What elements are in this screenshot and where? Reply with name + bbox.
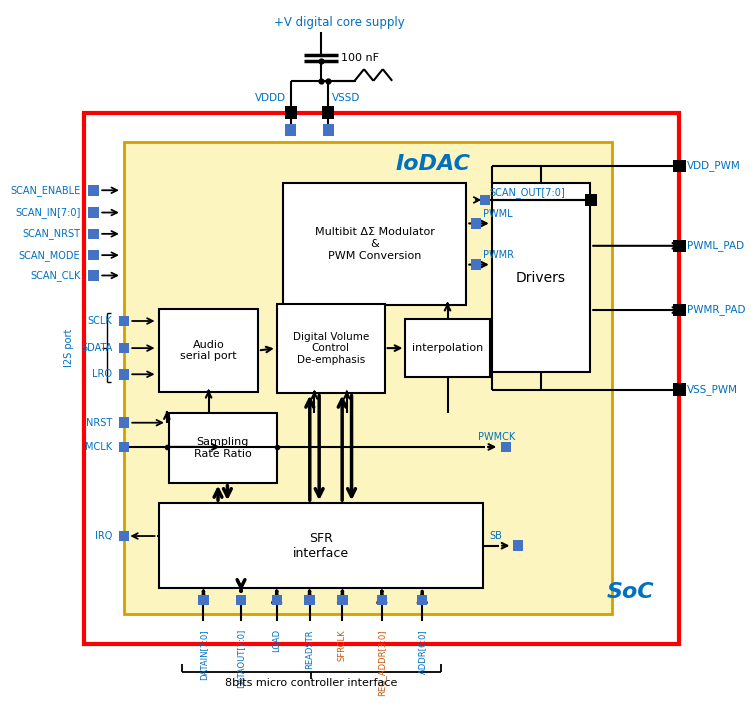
Text: IoDAC: IoDAC — [396, 154, 471, 174]
Bar — [236, 595, 246, 605]
Bar — [470, 218, 481, 229]
Text: MCLK: MCLK — [85, 442, 113, 452]
Text: SB: SB — [490, 531, 503, 541]
Bar — [674, 240, 686, 252]
Bar — [305, 595, 314, 605]
Bar — [284, 184, 466, 305]
Bar — [160, 503, 483, 588]
Bar — [337, 595, 348, 605]
Text: VSS_PWM: VSS_PWM — [687, 384, 738, 395]
Bar — [160, 309, 258, 391]
Text: VSSD: VSSD — [332, 94, 361, 104]
Text: PWMR: PWMR — [483, 250, 514, 260]
Bar — [198, 595, 209, 605]
Bar — [88, 185, 99, 196]
Text: interpolation: interpolation — [412, 343, 483, 353]
Text: 100 nF: 100 nF — [342, 52, 380, 62]
Bar — [84, 113, 680, 644]
Bar — [585, 194, 597, 206]
Bar — [124, 142, 612, 615]
Text: ADDR[6:0]: ADDR[6:0] — [418, 629, 426, 674]
Text: SCAN_IN[7:0]: SCAN_IN[7:0] — [15, 207, 80, 218]
Text: SCAN_MODE: SCAN_MODE — [19, 250, 80, 261]
Text: Digital Volume
Control
De-emphasis: Digital Volume Control De-emphasis — [293, 332, 369, 364]
Text: LRO: LRO — [92, 369, 113, 379]
Text: DATAIN[7:0]: DATAIN[7:0] — [199, 629, 208, 679]
Bar — [491, 184, 590, 372]
Text: PWML: PWML — [483, 208, 513, 219]
Text: SFRCLK: SFRCLK — [338, 629, 347, 661]
Text: SCAN_NRST: SCAN_NRST — [23, 228, 80, 240]
Bar — [119, 418, 129, 428]
Bar — [323, 124, 334, 136]
Text: LOAD: LOAD — [272, 629, 281, 652]
Bar — [674, 303, 686, 316]
Text: Sampling
Rate Ratio: Sampling Rate Ratio — [194, 437, 252, 459]
Text: DATAOUT[7:0]: DATAOUT[7:0] — [237, 629, 246, 688]
Bar — [277, 303, 385, 393]
Text: +V digital core supply: +V digital core supply — [274, 16, 405, 29]
Text: VDDD: VDDD — [255, 94, 286, 104]
Text: 8bits micro controller interface: 8bits micro controller interface — [225, 679, 398, 688]
Bar — [119, 531, 129, 542]
Bar — [513, 540, 523, 551]
Text: SFR
interface: SFR interface — [293, 532, 349, 559]
Text: SoC: SoC — [607, 582, 655, 602]
Text: SCAN_OUT[7:0]: SCAN_OUT[7:0] — [490, 186, 565, 198]
Bar — [119, 442, 129, 452]
Bar — [322, 106, 334, 119]
Bar — [119, 369, 129, 379]
Text: SCLK: SCLK — [88, 316, 113, 326]
Text: PWMCK: PWMCK — [478, 432, 515, 442]
Bar — [285, 124, 296, 136]
Text: I2S port: I2S port — [64, 328, 74, 367]
Bar — [470, 259, 481, 270]
Bar — [417, 595, 427, 605]
Text: PWML_PAD: PWML_PAD — [687, 240, 744, 251]
Text: SDATA: SDATA — [81, 343, 113, 353]
Bar — [88, 228, 99, 239]
Bar — [674, 160, 686, 172]
Bar — [119, 316, 129, 326]
Bar — [88, 207, 99, 218]
Text: READSTR: READSTR — [305, 629, 314, 669]
Bar — [119, 342, 129, 354]
Bar — [88, 250, 99, 260]
Bar — [271, 595, 282, 605]
Bar — [169, 413, 277, 483]
Bar — [285, 106, 297, 119]
Bar — [480, 194, 490, 206]
Bar — [376, 595, 387, 605]
Bar — [674, 384, 686, 396]
Bar — [405, 319, 490, 377]
Text: IRQ: IRQ — [95, 531, 113, 541]
Text: PWMR_PAD: PWMR_PAD — [687, 305, 745, 316]
Text: VDD_PWM: VDD_PWM — [687, 160, 741, 172]
Text: SCAN_ENABLE: SCAN_ENABLE — [11, 185, 80, 196]
Text: NRST: NRST — [86, 418, 113, 428]
Text: Audio
serial port: Audio serial port — [181, 340, 237, 362]
Text: REG_ADDR[3:0]: REG_ADDR[3:0] — [377, 629, 386, 696]
Text: SCAN_CLK: SCAN_CLK — [30, 270, 80, 281]
Text: Drivers: Drivers — [516, 271, 566, 285]
Bar — [500, 442, 511, 452]
Bar — [88, 270, 99, 281]
Text: Multibit ΔΣ Modulator
&
PWM Conversion: Multibit ΔΣ Modulator & PWM Conversion — [314, 228, 435, 261]
